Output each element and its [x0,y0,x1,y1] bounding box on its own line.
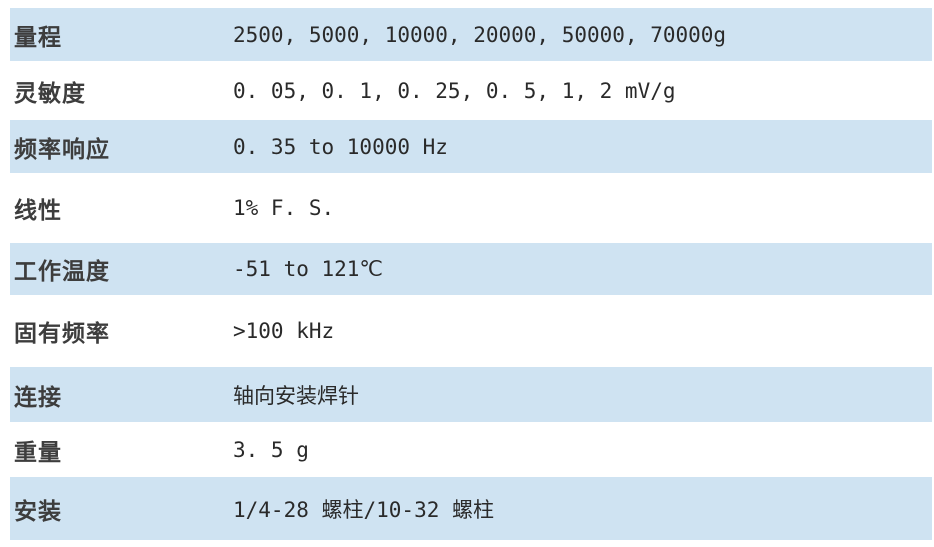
table-row: 灵敏度 0. 05, 0. 1, 0. 25, 0. 5, 1, 2 mV/g [10,61,932,120]
spec-value: 1/4-28 螺柱/10-32 螺柱 [233,497,495,522]
spec-value: 0. 05, 0. 1, 0. 25, 0. 5, 1, 2 mV/g [233,78,676,103]
table-row: 重量 3. 5 g [10,422,932,477]
table-row: 频率响应 0. 35 to 10000 Hz [10,120,932,173]
spec-label: 固有频率 [14,321,110,347]
spec-value: 1% F. S. [233,196,335,220]
table-row: 固有频率 >100 kHz [10,295,932,367]
spec-value: -51 to 121℃ [233,257,384,281]
spec-table: 量程 2500, 5000, 10000, 20000, 50000, 7000… [10,8,932,540]
spec-label: 工作温度 [14,259,110,285]
table-row: 线性 1% F. S. [10,173,932,243]
table-row: 连接 轴向安装焊针 [10,367,932,422]
spec-label: 灵敏度 [14,80,86,107]
spec-value: >100 kHz [233,319,335,343]
spec-label: 线性 [14,198,62,224]
table-row: 量程 2500, 5000, 10000, 20000, 50000, 7000… [10,8,932,61]
table-row: 安装 1/4-28 螺柱/10-32 螺柱 [10,477,932,540]
spec-label: 安装 [14,498,62,525]
spec-value: 轴向安装焊针 [233,383,359,408]
spec-value: 2500, 5000, 10000, 20000, 50000, 70000g [233,22,727,47]
spec-label: 频率响应 [14,136,110,163]
spec-label: 重量 [14,439,62,466]
table-row: 工作温度 -51 to 121℃ [10,243,932,295]
spec-label: 量程 [14,24,62,51]
spec-value: 3. 5 g [233,437,309,462]
spec-value: 0. 35 to 10000 Hz [233,134,448,159]
spec-label: 连接 [14,384,62,411]
